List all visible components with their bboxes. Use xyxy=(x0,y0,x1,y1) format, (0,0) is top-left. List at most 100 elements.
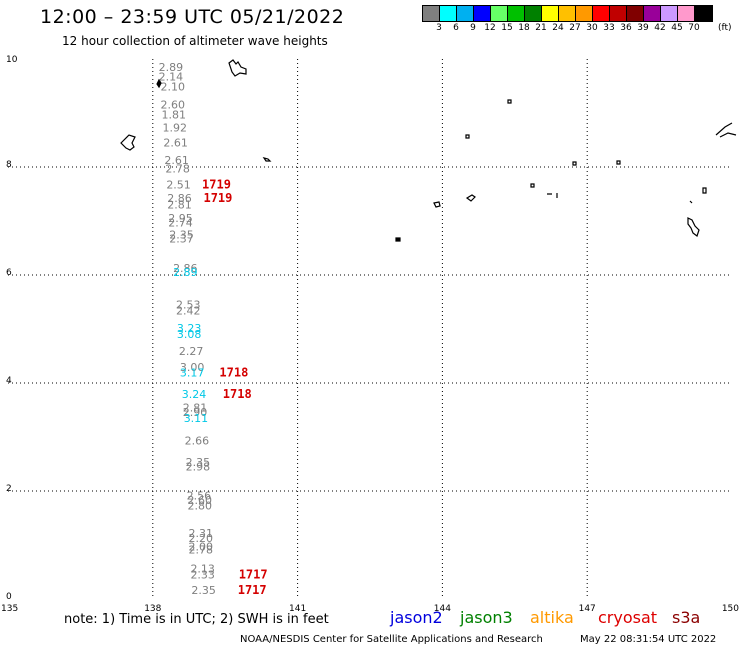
wave-height-value: 2.37 xyxy=(169,233,194,246)
pass-time-label: 1717 xyxy=(238,583,267,597)
x-tick-label: 141 xyxy=(289,604,306,614)
wave-height-value: 2.53 xyxy=(176,298,201,311)
wave-height-value: 3.11 xyxy=(184,412,209,425)
x-tick-label: 135 xyxy=(1,604,18,614)
wave-height-value: 2.61 xyxy=(164,154,189,167)
island-outline xyxy=(465,134,470,139)
pass-time-label: 1718 xyxy=(219,366,248,380)
wave-height-value: 3.23 xyxy=(177,322,202,335)
y-tick-label: 0 xyxy=(6,592,12,602)
legend-unit: (ft) xyxy=(718,23,732,33)
wave-height-value: 2.20 xyxy=(189,532,214,545)
wave-height-value: 3.08 xyxy=(177,328,202,341)
island-outline xyxy=(616,160,621,165)
wave-height-value: 2.81 xyxy=(167,199,192,212)
legend-label: 33 xyxy=(603,23,615,33)
satellite-cryosat: cryosat xyxy=(598,608,658,627)
legend-label: 39 xyxy=(637,23,649,33)
legend-swatch xyxy=(576,6,593,21)
legend-swatch xyxy=(678,6,695,21)
wave-height-value: 2.74 xyxy=(168,216,193,229)
legend-label: 42 xyxy=(654,23,666,33)
wave-height-value: 2.00 xyxy=(189,540,214,553)
legend-swatch xyxy=(661,6,678,21)
wave-height-value: 2.35 xyxy=(186,456,211,469)
island-outline xyxy=(120,134,136,151)
legend-swatch xyxy=(457,6,474,21)
legend-swatch xyxy=(491,6,508,21)
footer-note: note: 1) Time is in UTC; 2) SWH is in fe… xyxy=(64,612,329,627)
island-outline xyxy=(572,161,577,166)
island-outline xyxy=(715,122,737,138)
y-tick-label: 4 xyxy=(6,376,12,386)
pass-time-label: 1719 xyxy=(202,178,231,192)
island-outline xyxy=(156,78,162,89)
satellite-s3a: s3a xyxy=(672,608,701,627)
wave-height-value: 3.24 xyxy=(182,388,207,401)
wave-height-value: 2.78 xyxy=(189,544,214,557)
wave-height-value: 1.81 xyxy=(161,108,186,121)
legend-label: 70 xyxy=(688,23,700,33)
legend-label: 18 xyxy=(518,23,530,33)
island-outline xyxy=(547,193,558,198)
wave-height-value: 2.10 xyxy=(161,80,186,93)
island-outline xyxy=(687,200,700,237)
island-outline xyxy=(507,99,512,104)
map-subtitle: 12 hour collection of altimeter wave hei… xyxy=(62,34,328,48)
map-grid xyxy=(8,59,732,599)
wave-height-value: 2.35 xyxy=(191,584,216,597)
wave-height-value: 2.89 xyxy=(173,266,198,279)
legend-label: 30 xyxy=(586,23,598,33)
y-tick-label: 2 xyxy=(6,484,12,494)
legend-swatch xyxy=(440,6,457,21)
wave-height-value: 2.98 xyxy=(186,460,211,473)
wave-height-value: 1.92 xyxy=(162,121,187,134)
wave-height-value: 2.31 xyxy=(189,527,214,540)
legend-swatch xyxy=(610,6,627,21)
credit-line: NOAA/NESDIS Center for Satellite Applica… xyxy=(240,634,543,645)
wave-height-color-legend xyxy=(422,5,713,22)
legend-label: 9 xyxy=(470,23,476,33)
wave-height-value: 2.14 xyxy=(159,71,184,84)
generation-timestamp: May 22 08:31:54 UTC 2022 xyxy=(580,634,717,645)
y-tick-label: 6 xyxy=(6,268,12,278)
legend-swatch xyxy=(508,6,525,21)
wave-height-value: 2.66 xyxy=(185,435,210,448)
wave-height-value: 2.86 xyxy=(173,262,198,275)
legend-swatch xyxy=(644,6,661,21)
wave-height-value: 2.61 xyxy=(163,136,188,149)
wave-height-value: 2.89 xyxy=(159,61,184,74)
legend-label: 12 xyxy=(484,23,496,33)
wave-height-value: 2.13 xyxy=(190,563,215,576)
legend-swatch xyxy=(695,6,712,21)
wave-height-value: 2.27 xyxy=(179,345,204,358)
satellite-jason2: jason2 xyxy=(390,608,443,627)
satellite-altika: altika xyxy=(530,608,574,627)
pass-time-label: 1719 xyxy=(203,191,232,205)
map-title: 12:00 – 23:59 UTC 05/21/2022 xyxy=(40,6,345,28)
x-tick-label: 144 xyxy=(434,604,451,614)
y-tick-label: 10 xyxy=(6,55,18,65)
satellite-jason3: jason3 xyxy=(460,608,513,627)
legend-swatch xyxy=(474,6,491,21)
legend-swatch xyxy=(542,6,559,21)
legend-label: 24 xyxy=(552,23,564,33)
wave-height-value: 3.00 xyxy=(180,361,205,374)
legend-swatch xyxy=(559,6,576,21)
island-outline xyxy=(465,194,476,202)
legend-label: 45 xyxy=(671,23,683,33)
legend-label: 36 xyxy=(620,23,632,33)
wave-height-value: 3.17 xyxy=(180,367,205,380)
y-tick-label: 8 xyxy=(6,160,12,170)
legend-label: 15 xyxy=(501,23,513,33)
axis-ticks: 135 138 141 144 147 150 0 2 4 6 8 10 xyxy=(1,55,739,614)
x-tick-label: 147 xyxy=(579,604,596,614)
wave-height-value: 2.90 xyxy=(183,406,208,419)
x-tick-label: 138 xyxy=(144,604,161,614)
pass-time-label: 1717 xyxy=(239,567,268,581)
island-outline xyxy=(395,237,401,242)
island-outline xyxy=(433,201,441,208)
pass-time-label: 1718 xyxy=(223,387,252,401)
